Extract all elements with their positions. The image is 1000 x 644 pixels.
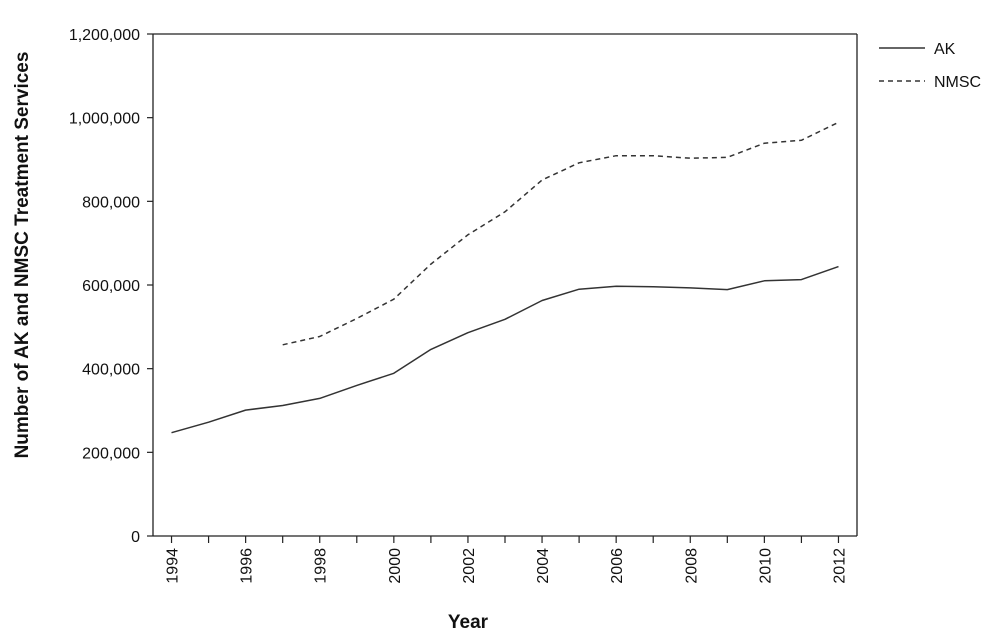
x-tick-label: 2010 [757, 548, 774, 584]
y-tick-label: 1,000,000 [69, 111, 140, 128]
x-tick-label: 1996 [239, 548, 256, 584]
x-tick-label: 2006 [609, 548, 626, 584]
series-line-ak [171, 265, 839, 434]
x-tick-label: 2000 [387, 548, 404, 584]
x-tick-label: 2012 [831, 548, 848, 584]
series-lines [171, 121, 839, 434]
y-axis-title: Number of AK and NMSC Treatment Services [12, 52, 33, 459]
y-tick-label: 600,000 [82, 278, 140, 295]
legend-label-ak: AK [934, 41, 956, 58]
x-tick-label: 1998 [313, 548, 330, 584]
series-line-nmsc [282, 121, 839, 346]
legend: AK NMSC [879, 41, 981, 91]
y-tick-label: 200,000 [82, 445, 140, 462]
x-axis-title: Year [448, 612, 489, 633]
y-tick-label: 1,200,000 [69, 27, 140, 44]
y-tick-label: 0 [131, 529, 140, 546]
x-tick-label: 2008 [683, 548, 700, 584]
axes [152, 33, 858, 537]
y-tick-label: 800,000 [82, 194, 140, 211]
x-axis-ticks: 1994 1996 1998 2000 2002 2004 2006 2008 2010 2012 [165, 536, 848, 584]
y-tick-label: 400,000 [82, 362, 140, 379]
x-tick-label: 1994 [165, 548, 182, 584]
y-axis-ticks: 0 200,000 400,000 600,000 800,000 1,000,000 1,… [69, 27, 153, 546]
legend-label-nmsc: NMSC [934, 74, 981, 91]
x-tick-label: 2004 [535, 548, 552, 584]
x-tick-label: 2002 [461, 548, 478, 584]
